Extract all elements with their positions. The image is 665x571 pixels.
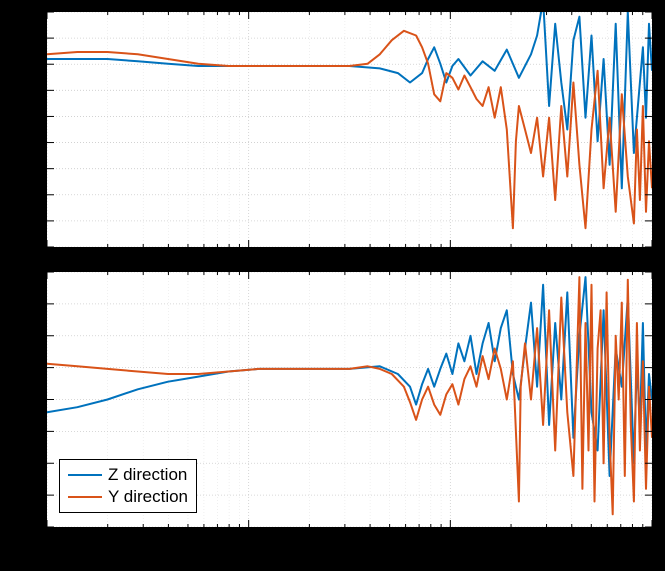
legend-item-z: Z direction (68, 464, 188, 486)
chart-svg-top (47, 12, 652, 247)
legend-swatch-z (68, 474, 102, 476)
legend-label-z: Z direction (108, 465, 187, 485)
chart-panel-bottom: Z direction Y direction (45, 270, 654, 529)
legend-box: Z direction Y direction (59, 459, 197, 513)
legend-item-y: Y direction (68, 486, 188, 508)
legend-swatch-y (68, 496, 102, 498)
chart-panel-top (45, 10, 654, 249)
legend-label-y: Y direction (108, 487, 188, 507)
